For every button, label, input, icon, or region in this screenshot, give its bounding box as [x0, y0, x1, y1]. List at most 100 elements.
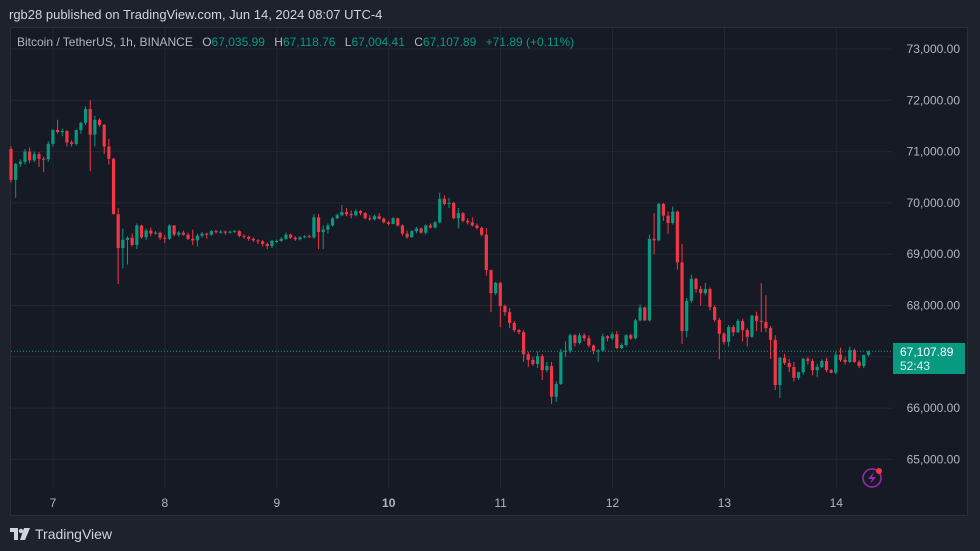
- candle-body: [703, 289, 707, 294]
- close-label: C: [414, 35, 423, 49]
- tradingview-brand[interactable]: TradingView: [35, 526, 113, 542]
- candle-body: [643, 307, 647, 321]
- candle: [424, 224, 428, 235]
- candle-body: [312, 217, 316, 238]
- candle-body: [149, 230, 153, 234]
- change-value: +71.89 (+0.11%): [485, 35, 575, 49]
- date-tick-label: 7: [50, 496, 57, 510]
- candle: [172, 224, 176, 237]
- candle: [88, 100, 92, 172]
- candle-body: [265, 243, 269, 246]
- candle-body: [652, 238, 656, 241]
- candle: [452, 201, 456, 220]
- candle: [307, 234, 311, 238]
- candle-body: [545, 366, 549, 371]
- candle: [410, 230, 414, 238]
- candle: [396, 217, 400, 227]
- candle: [377, 213, 381, 220]
- candle-body: [205, 233, 209, 235]
- high-value: 67,118.76: [282, 35, 336, 49]
- candle-body: [810, 360, 815, 371]
- candle: [480, 226, 484, 237]
- candle-body: [475, 225, 479, 229]
- candle-body: [223, 231, 227, 233]
- candle: [624, 334, 628, 347]
- candle-body: [657, 203, 661, 241]
- candle-body: [601, 336, 605, 351]
- candle-body: [386, 222, 391, 224]
- candle: [93, 115, 97, 147]
- candle-body: [629, 335, 633, 339]
- candle: [442, 195, 446, 206]
- chart-panel[interactable]: [10, 27, 968, 516]
- candle: [731, 324, 735, 337]
- candle-body: [773, 339, 777, 386]
- candle-body: [158, 232, 162, 238]
- candle: [773, 335, 777, 391]
- candle-body: [582, 335, 586, 339]
- candle: [484, 228, 488, 276]
- candle-body: [768, 328, 773, 340]
- candle-body: [172, 225, 176, 235]
- candle: [768, 326, 773, 359]
- candle: [284, 232, 288, 240]
- candle-body: [237, 231, 241, 236]
- candle: [275, 239, 279, 243]
- candle: [587, 335, 591, 348]
- candle: [111, 157, 116, 215]
- candle-body: [494, 282, 498, 294]
- candle: [810, 358, 815, 376]
- candle-body: [275, 240, 279, 242]
- candle: [531, 356, 535, 367]
- candle: [559, 349, 563, 386]
- candle: [214, 229, 218, 234]
- candle-body: [512, 322, 516, 331]
- candle-body: [549, 366, 554, 397]
- price-tick-label: 71,000.00: [907, 145, 961, 159]
- candle-body: [247, 236, 251, 239]
- candle: [65, 130, 69, 147]
- candle: [535, 351, 540, 369]
- candle: [130, 233, 134, 247]
- candle-body: [559, 351, 563, 384]
- candle-body: [736, 320, 740, 333]
- price-tick-label: 66,000.00: [907, 401, 961, 415]
- candle: [573, 334, 577, 347]
- candle-body: [713, 307, 717, 320]
- candle: [177, 231, 181, 237]
- candle: [843, 356, 847, 365]
- candle: [116, 208, 120, 284]
- candle-body: [694, 278, 698, 290]
- candle-body: [671, 211, 675, 223]
- candle: [848, 346, 852, 363]
- candle-body: [256, 240, 260, 242]
- candle: [857, 359, 861, 369]
- candle-body: [340, 212, 344, 216]
- candle: [340, 204, 344, 217]
- candle: [163, 234, 167, 243]
- candle-body: [508, 312, 512, 323]
- candle: [265, 242, 269, 250]
- symbol-title[interactable]: Bitcoin / TetherUS, 1h, BINANCE: [17, 35, 193, 49]
- candle: [638, 304, 642, 322]
- lightning-icon[interactable]: [862, 468, 882, 488]
- candle: [862, 354, 866, 369]
- candle-body: [615, 334, 619, 349]
- candle: [167, 224, 172, 240]
- candle-body: [107, 146, 111, 159]
- candle: [321, 225, 325, 250]
- candle: [689, 274, 693, 303]
- candle-body: [759, 320, 763, 322]
- candle: [764, 295, 768, 333]
- candle-body: [289, 234, 293, 238]
- candle: [205, 232, 209, 239]
- candle-body: [60, 131, 64, 133]
- candle: [270, 239, 274, 249]
- candles: [9, 100, 871, 404]
- candle: [824, 357, 829, 373]
- candle: [51, 129, 55, 147]
- candle: [591, 344, 596, 355]
- candle-body: [699, 289, 703, 294]
- candle: [498, 281, 502, 328]
